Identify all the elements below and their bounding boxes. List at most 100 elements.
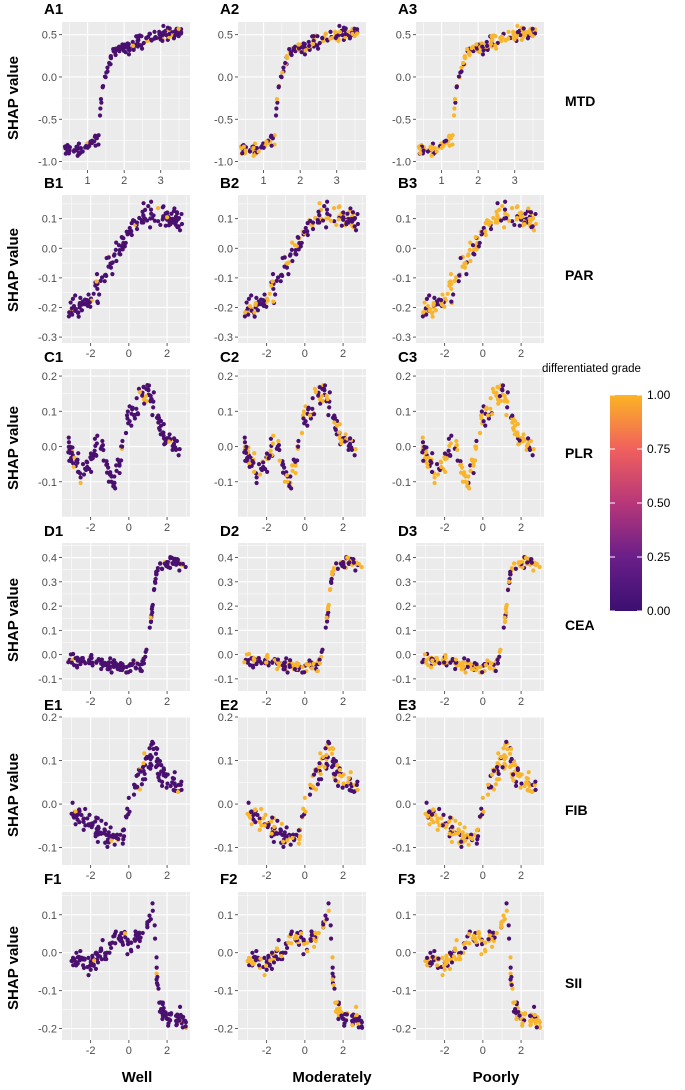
data-point: [356, 561, 362, 567]
data-point: [332, 219, 337, 224]
panel-c2: -2 0 2 -0.1 0.0 0.1 0.2 C2: [214, 349, 366, 534]
data-point: [519, 210, 524, 215]
data-point: [353, 568, 358, 573]
data-point: [157, 772, 162, 777]
data-point: [332, 413, 337, 418]
data-point: [312, 412, 317, 417]
data-point: [463, 479, 468, 484]
x-tick-label: 2: [340, 696, 346, 708]
data-point: [259, 661, 264, 666]
data-point: [324, 752, 329, 758]
data-point: [468, 258, 473, 264]
x-tick-label: -2: [86, 870, 96, 882]
data-point: [120, 662, 125, 667]
data-point: [66, 660, 71, 665]
data-point: [474, 828, 479, 833]
data-point: [500, 765, 505, 770]
y-tick-label: -0.1: [392, 674, 411, 686]
x-tick-label: -2: [440, 696, 450, 708]
data-point: [249, 293, 254, 298]
data-point: [330, 965, 335, 970]
panel-c3: -2 0 2 -0.1 0.0 0.1 0.2 C3: [392, 349, 544, 534]
data-point: [320, 647, 325, 652]
data-point: [471, 463, 476, 468]
data-point: [529, 557, 534, 562]
data-point: [352, 26, 357, 31]
data-point: [257, 819, 262, 824]
y-tick-label: 0.0: [396, 72, 411, 84]
column-titles: Well Moderately Poorly: [122, 1069, 520, 1086]
data-point: [493, 668, 498, 674]
data-point: [496, 401, 501, 406]
data-point: [86, 955, 91, 960]
data-point: [129, 423, 134, 428]
data-point: [324, 615, 329, 620]
data-point: [271, 286, 276, 291]
data-point: [460, 664, 466, 669]
data-point: [99, 100, 104, 105]
data-point: [173, 1013, 179, 1018]
panel-label: D2: [220, 523, 239, 540]
data-point: [151, 390, 156, 395]
data-point: [271, 299, 276, 304]
data-point: [435, 472, 441, 477]
data-point: [148, 619, 154, 624]
data-point: [474, 444, 479, 449]
data-point: [176, 224, 181, 229]
data-point: [287, 46, 292, 52]
data-point: [525, 36, 531, 41]
data-point: [134, 396, 139, 401]
data-point: [341, 781, 346, 786]
data-point: [269, 143, 274, 148]
data-point: [178, 1012, 183, 1018]
data-point: [354, 1012, 359, 1018]
y-tick-label: 0.2: [42, 601, 57, 613]
data-point: [76, 954, 81, 959]
data-point: [495, 397, 501, 402]
data-point: [347, 787, 352, 793]
data-point: [95, 286, 100, 291]
data-point: [286, 272, 291, 277]
data-point: [252, 954, 257, 959]
y-tick-label: 0.1: [396, 214, 411, 226]
data-point: [129, 232, 134, 238]
data-point: [522, 1012, 527, 1017]
data-point: [322, 383, 328, 388]
data-point: [99, 275, 105, 280]
data-point: [359, 564, 364, 570]
data-point: [532, 782, 537, 788]
data-point: [511, 778, 516, 783]
panel-a2: 1 2 3 -1.0 -0.5 0.0 0.5 A2: [214, 1, 366, 187]
data-point: [502, 917, 507, 922]
data-point: [155, 205, 161, 211]
data-point: [96, 824, 101, 829]
data-point: [166, 1021, 171, 1026]
data-point: [78, 480, 83, 486]
data-point: [510, 413, 515, 418]
data-point: [262, 292, 267, 297]
data-point: [329, 764, 335, 770]
data-point: [483, 662, 488, 668]
data-point: [285, 670, 290, 675]
data-point: [491, 390, 496, 395]
data-point: [448, 815, 453, 820]
data-point: [322, 388, 327, 393]
data-point: [471, 251, 476, 256]
data-point: [126, 44, 131, 49]
data-point: [243, 148, 248, 153]
x-tick-label: 0: [480, 696, 486, 708]
data-point: [311, 772, 317, 777]
data-point: [177, 1004, 183, 1009]
panel-background: [62, 369, 190, 517]
data-point: [115, 46, 120, 51]
y-tick-label: -0.2: [392, 302, 411, 314]
data-point: [152, 923, 157, 928]
data-point: [302, 44, 307, 49]
data-point: [104, 70, 109, 75]
data-point: [92, 448, 97, 453]
data-point: [293, 251, 298, 256]
data-point: [327, 405, 332, 410]
panel-e1: -2 0 2 -0.1 0.0 0.1 0.2E1: [38, 697, 190, 882]
data-point: [485, 658, 490, 663]
data-point: [454, 438, 459, 444]
